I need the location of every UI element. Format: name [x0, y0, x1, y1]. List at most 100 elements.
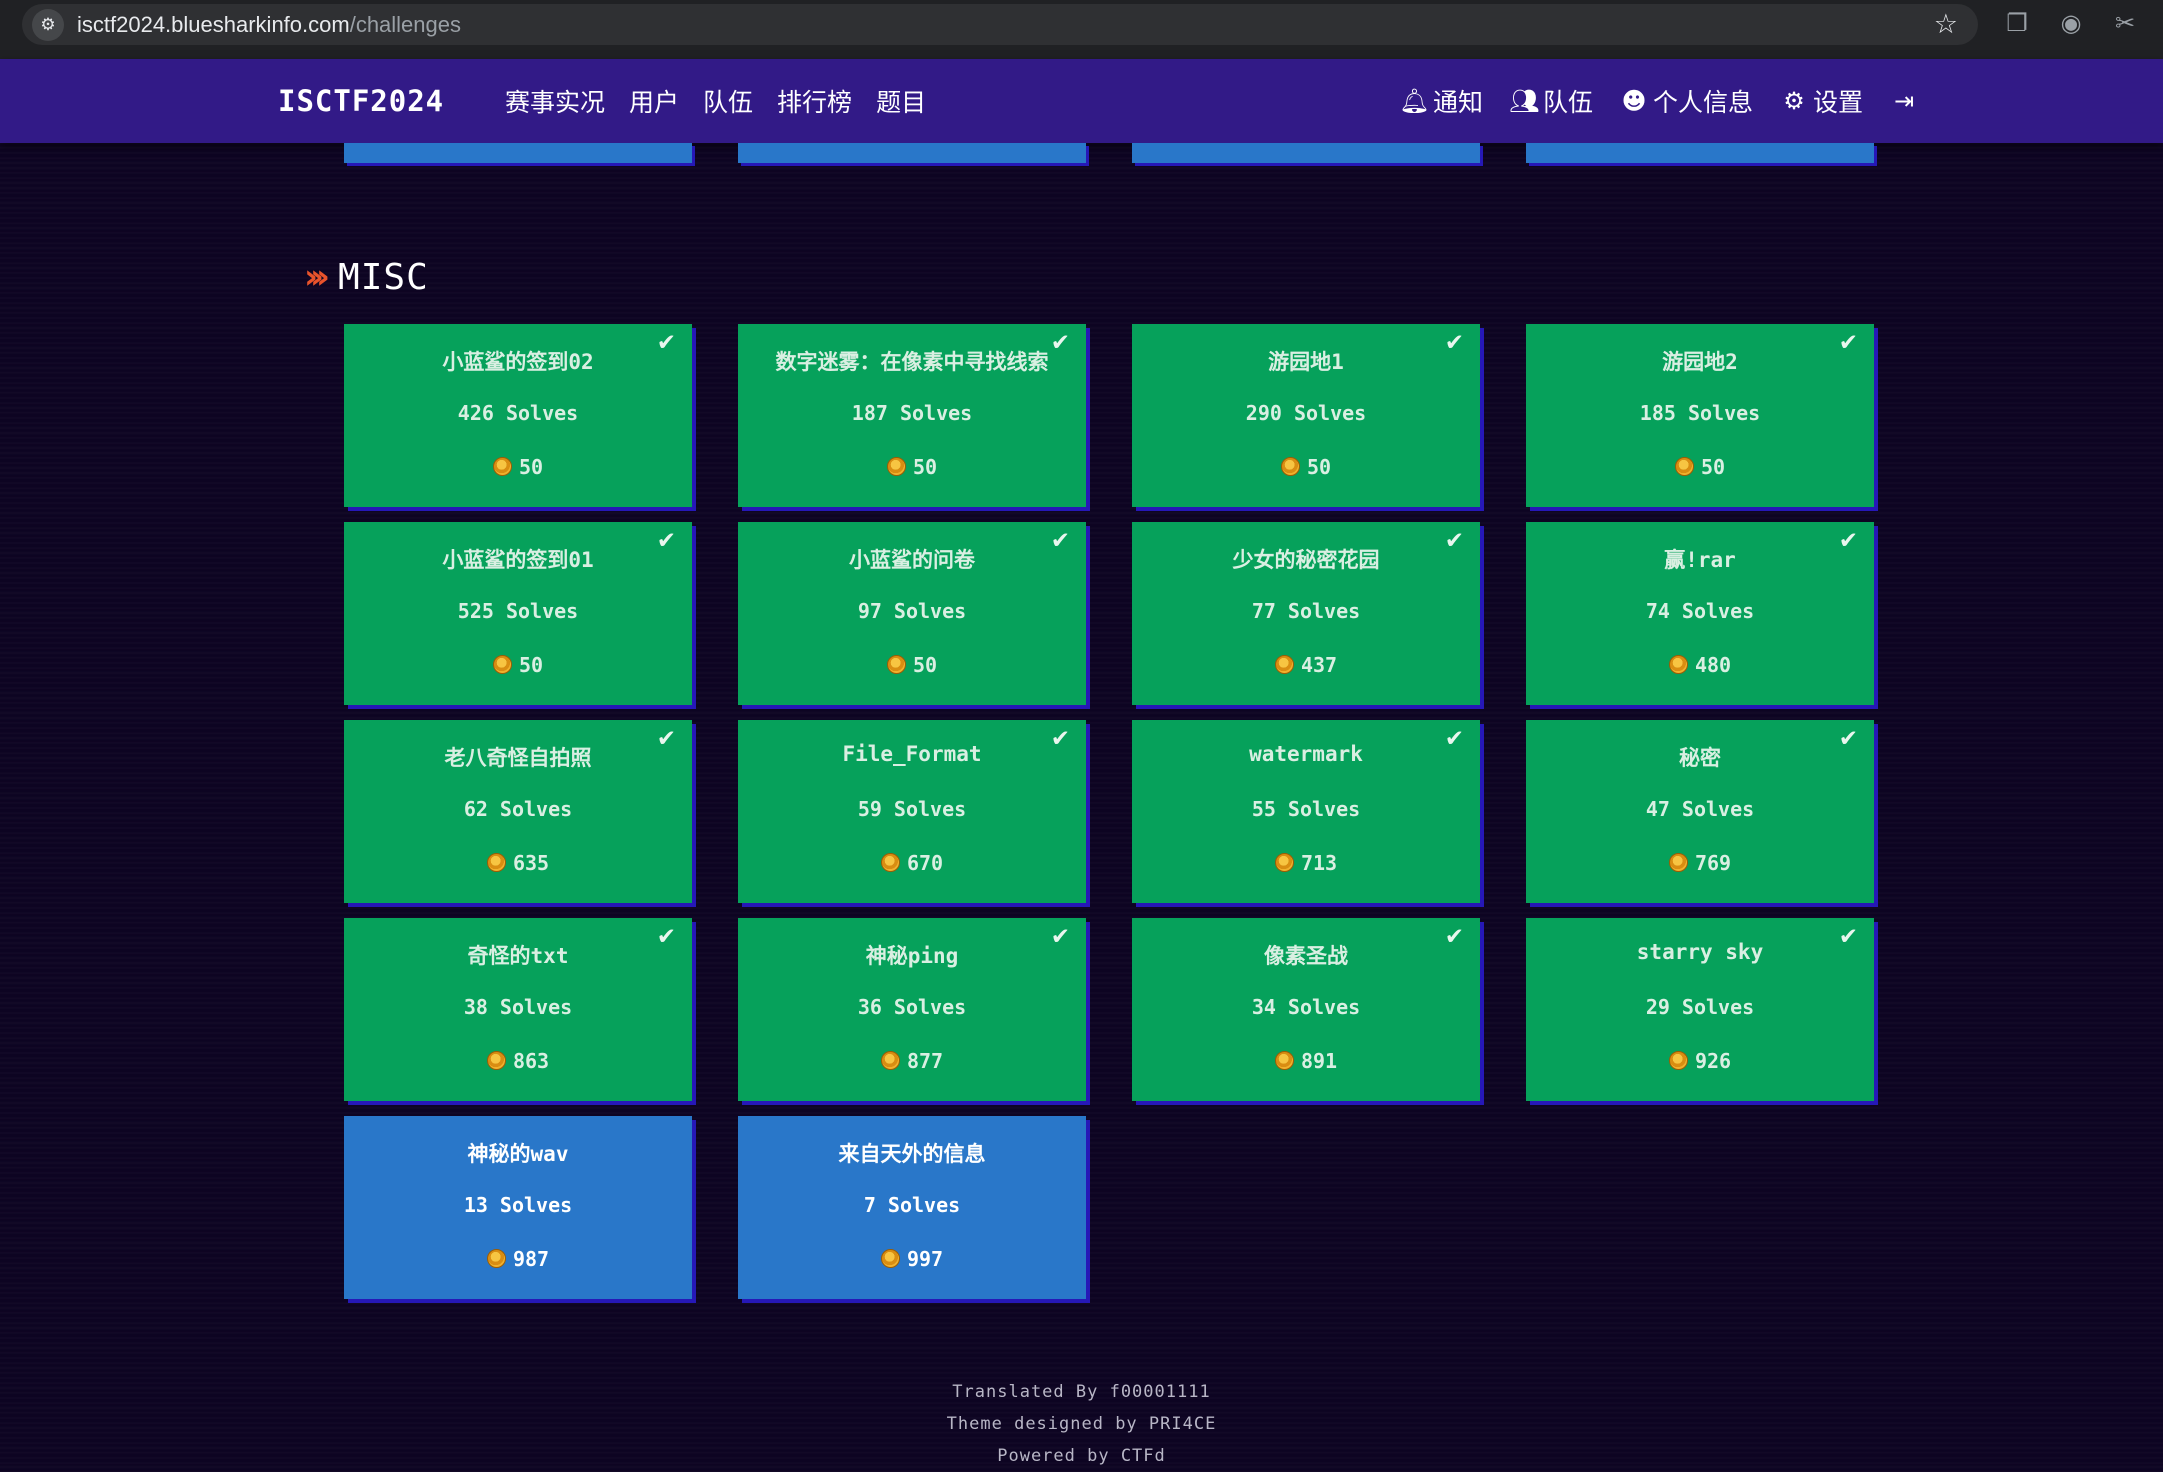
- challenge-card[interactable]: ✔ 游园地1 290 Solves 50: [1132, 324, 1480, 507]
- coin-icon: [492, 457, 512, 476]
- check-icon: ✔: [1838, 726, 1858, 752]
- nav-link-users[interactable]: 用户: [629, 88, 680, 117]
- challenge-points: 926: [1526, 1049, 1874, 1073]
- coin-icon: [1280, 457, 1300, 476]
- nav-notifications[interactable]: 🔔︎ 通知: [1399, 83, 1483, 119]
- nav-link-challenges[interactable]: 题目: [876, 88, 927, 117]
- category-title: MISC: [338, 256, 429, 298]
- challenge-points-value: 713: [1300, 851, 1338, 875]
- chevrons-right-icon: ›››: [304, 257, 330, 297]
- check-icon: ✔: [1444, 528, 1464, 554]
- url-path: /challenges: [349, 12, 462, 37]
- nav-logout[interactable]: ⇥: [1889, 87, 1923, 115]
- footer: Translated By f00001111 Theme designed b…: [0, 1376, 2163, 1472]
- challenge-points: 50: [738, 653, 1086, 677]
- challenge-card[interactable]: ✔ 老八奇怪自拍照 62 Solves 635: [344, 720, 692, 903]
- challenge-card[interactable]: ✔ 数字迷雾：在像素中寻找线索 187 Solves 50: [738, 324, 1086, 507]
- partial-challenge-card[interactable]: [1132, 143, 1480, 163]
- challenge-name: 像素圣战: [1264, 944, 1348, 968]
- challenge-name: File_Format: [842, 742, 982, 766]
- challenge-solves: 7 Solves: [863, 1193, 961, 1217]
- challenge-solves: 38 Solves: [463, 995, 573, 1019]
- challenge-points: 987: [344, 1247, 692, 1271]
- challenge-points: 50: [344, 653, 692, 677]
- bell-icon: 🔔︎: [1398, 87, 1430, 115]
- coin-icon: [880, 1249, 900, 1268]
- incognito-icon[interactable]: ◉: [2060, 9, 2082, 37]
- challenge-name: 秘密: [1679, 746, 1721, 770]
- partial-challenge-card[interactable]: [344, 143, 692, 163]
- challenge-solves: 36 Solves: [857, 995, 967, 1019]
- challenge-card[interactable]: ✔ starry sky 29 Solves 926: [1526, 918, 1874, 1101]
- challenge-card[interactable]: ✔ File_Format 59 Solves 670: [738, 720, 1086, 903]
- challenge-points-value: 670: [906, 851, 944, 875]
- challenge-points-value: 50: [518, 455, 544, 479]
- coin-icon: [880, 1051, 900, 1070]
- check-icon: ✔: [1050, 528, 1070, 554]
- challenge-card[interactable]: ✔ 游园地2 185 Solves 50: [1526, 324, 1874, 507]
- url-text[interactable]: isctf2024.bluesharkinfo.com/challenges: [77, 4, 461, 45]
- nav-link-scoreboard[interactable]: 排行榜: [777, 88, 853, 117]
- address-bar[interactable]: ⚙ isctf2024.bluesharkinfo.com/challenges…: [22, 4, 1978, 45]
- users-icon: 👥︎: [1508, 87, 1540, 115]
- coin-icon: [1274, 1051, 1294, 1070]
- coin-icon: [1274, 655, 1294, 674]
- challenge-card[interactable]: ✔ watermark 55 Solves 713: [1132, 720, 1480, 903]
- check-icon: ✔: [1444, 924, 1464, 950]
- nav-link-live[interactable]: 赛事实况: [505, 88, 606, 117]
- partial-challenge-card[interactable]: [738, 143, 1086, 163]
- challenge-name: 赢!rar: [1664, 548, 1736, 572]
- challenge-card[interactable]: ✔ 少女的秘密花园 77 Solves 437: [1132, 522, 1480, 705]
- challenge-card[interactable]: ✔ 神秘ping 36 Solves 877: [738, 918, 1086, 1101]
- coin-icon: [486, 1249, 506, 1268]
- challenge-card[interactable]: ✔ 赢!rar 74 Solves 480: [1526, 522, 1874, 705]
- nav-settings-label: 设置: [1812, 88, 1863, 117]
- nav-link-teams[interactable]: 队伍: [703, 88, 754, 117]
- challenge-points-value: 50: [912, 653, 938, 677]
- tab-search-icon[interactable]: ❐: [2006, 9, 2028, 37]
- check-icon: ✔: [1050, 726, 1070, 752]
- challenge-points: 863: [344, 1049, 692, 1073]
- challenge-name: 老八奇怪自拍照: [444, 746, 592, 770]
- challenge-card[interactable]: ✔ 小蓝鲨的签到02 426 Solves 50: [344, 324, 692, 507]
- check-icon: ✔: [1838, 924, 1858, 950]
- nav-settings[interactable]: ⚙ 设置: [1779, 83, 1863, 119]
- challenge-card[interactable]: ✔ 小蓝鲨的问卷 97 Solves 50: [738, 522, 1086, 705]
- challenge-name: starry sky: [1636, 940, 1764, 964]
- challenge-card[interactable]: ✔ 奇怪的txt 38 Solves 863: [344, 918, 692, 1101]
- challenge-name: 游园地2: [1662, 350, 1738, 374]
- site-info-icon[interactable]: ⚙: [32, 9, 64, 41]
- challenge-solves: 426 Solves: [457, 401, 579, 425]
- coin-icon: [886, 655, 906, 674]
- challenge-card[interactable]: 神秘的wav 13 Solves 987: [344, 1116, 692, 1299]
- browser-toolbar: ⚙ isctf2024.bluesharkinfo.com/challenges…: [0, 0, 2163, 59]
- footer-powered[interactable]: Powered by CTFd: [997, 1446, 1166, 1466]
- challenge-card[interactable]: ✔ 秘密 47 Solves 769: [1526, 720, 1874, 903]
- coin-icon: [886, 457, 906, 476]
- bookmark-star-icon[interactable]: ☆: [1933, 9, 1958, 40]
- challenge-card[interactable]: ✔ 像素圣战 34 Solves 891: [1132, 918, 1480, 1101]
- challenge-card[interactable]: ✔ 小蓝鲨的签到01 525 Solves 50: [344, 522, 692, 705]
- partial-challenge-card[interactable]: [1526, 143, 1874, 163]
- extension-icon[interactable]: ✂: [2114, 9, 2136, 37]
- coin-icon: [1668, 655, 1688, 674]
- check-icon: ✔: [1050, 924, 1070, 950]
- challenge-card[interactable]: 来自天外的信息 7 Solves 997: [738, 1116, 1086, 1299]
- nav-notifications-label: 通知: [1432, 88, 1483, 117]
- challenge-points-value: 480: [1694, 653, 1732, 677]
- brand-logo[interactable]: ISCTF2024: [278, 84, 445, 118]
- challenge-points: 50: [344, 455, 692, 479]
- challenge-solves: 74 Solves: [1645, 599, 1755, 623]
- challenge-name: watermark: [1249, 742, 1363, 766]
- nav-profile[interactable]: ☻ 个人信息: [1619, 83, 1753, 119]
- challenge-points: 997: [738, 1247, 1086, 1271]
- challenge-points-value: 50: [518, 653, 544, 677]
- check-icon: ✔: [1444, 726, 1464, 752]
- nav-team[interactable]: 👥︎ 队伍: [1509, 83, 1593, 119]
- challenge-solves: 290 Solves: [1245, 401, 1367, 425]
- challenge-solves: 62 Solves: [463, 797, 573, 821]
- challenge-points-value: 863: [512, 1049, 550, 1073]
- nav-right-links: 🔔︎ 通知 👥︎ 队伍 ☻ 个人信息 ⚙ 设置 ⇥: [1373, 59, 1923, 143]
- challenge-name: 游园地1: [1268, 350, 1344, 374]
- challenge-points: 670: [738, 851, 1086, 875]
